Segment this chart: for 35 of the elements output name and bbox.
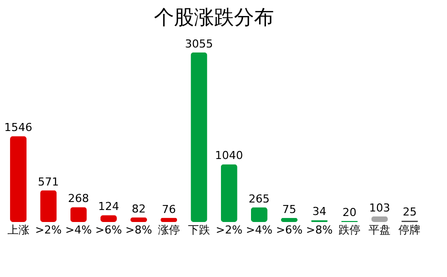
bar (70, 207, 87, 222)
data-label: 25 (402, 206, 417, 219)
x-tick-label: 涨停 (158, 224, 180, 236)
x-tick-label: >4% (65, 224, 92, 236)
chart-title: 个股涨跌分布 (154, 5, 274, 29)
x-tick-label: 跌停 (338, 224, 360, 236)
x-tick-label: >2% (216, 224, 242, 236)
data-label: 82 (132, 202, 146, 216)
data-label: 3055 (184, 37, 213, 50)
data-label: 268 (68, 192, 90, 206)
bar (220, 164, 238, 222)
x-tick-label: 停牌 (398, 224, 421, 236)
x-tick-label: 上涨 (7, 224, 30, 236)
data-label: 124 (98, 200, 120, 214)
x-tick-label: >6% (276, 224, 303, 236)
x-tick-label: >4% (246, 224, 272, 236)
data-label: 76 (162, 202, 176, 216)
data-label: 103 (369, 201, 390, 214)
data-label: 34 (312, 205, 326, 218)
x-tick-label: 下跌 (188, 224, 210, 236)
bar (190, 52, 208, 222)
data-label: 75 (282, 202, 296, 216)
bar (250, 207, 268, 222)
data-label: 1040 (215, 149, 244, 162)
bar (40, 190, 57, 222)
data-label: 571 (38, 175, 59, 188)
data-label: 265 (248, 192, 270, 206)
x-tick-label: 平盘 (368, 224, 391, 236)
x-tick-label: >8% (125, 224, 152, 236)
data-label: 1546 (4, 121, 32, 134)
x-tick-label: >6% (95, 224, 122, 236)
bar (10, 136, 27, 222)
data-label: 20 (342, 206, 356, 219)
x-tick-label: >8% (306, 224, 333, 236)
x-tick-label: >2% (35, 224, 62, 236)
